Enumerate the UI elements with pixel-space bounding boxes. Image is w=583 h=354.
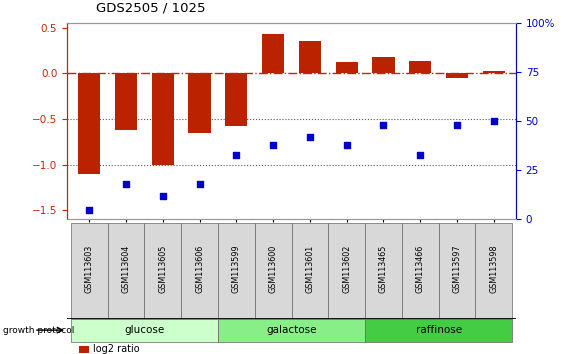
FancyBboxPatch shape [292,223,328,319]
Bar [373,57,395,73]
FancyBboxPatch shape [145,223,181,319]
Bar [409,61,431,73]
Bar [446,73,468,78]
Text: log2 ratio: log2 ratio [93,344,140,354]
FancyBboxPatch shape [402,223,438,319]
Bar [483,72,505,73]
Point [379,122,388,128]
Point [342,142,352,148]
FancyBboxPatch shape [181,223,218,319]
Text: growth protocol: growth protocol [3,326,74,335]
Point [85,207,94,212]
Point [268,142,278,148]
Text: GSM113601: GSM113601 [305,245,314,293]
Text: GSM113597: GSM113597 [452,245,462,293]
FancyBboxPatch shape [328,223,365,319]
Text: glucose: glucose [124,325,164,335]
FancyBboxPatch shape [365,223,402,319]
Bar [225,73,247,126]
Text: GSM113603: GSM113603 [85,245,94,293]
Bar [188,73,210,133]
Text: GSM113599: GSM113599 [232,245,241,293]
Bar [336,62,358,73]
Bar [78,73,100,174]
FancyBboxPatch shape [438,223,476,319]
Point [452,122,462,128]
Text: GSM113598: GSM113598 [489,245,498,293]
Point [305,134,315,140]
Bar [152,73,174,165]
Bar [115,73,137,130]
FancyBboxPatch shape [218,223,255,319]
FancyBboxPatch shape [71,319,218,342]
Text: GSM113604: GSM113604 [121,245,131,293]
FancyBboxPatch shape [218,319,365,342]
Text: GSM113600: GSM113600 [269,245,278,293]
Text: GSM113602: GSM113602 [342,245,351,293]
Point [158,193,167,199]
Point [231,152,241,158]
Text: GSM113606: GSM113606 [195,245,204,293]
Text: GSM113465: GSM113465 [379,245,388,293]
Text: GDS2505 / 1025: GDS2505 / 1025 [96,1,206,14]
FancyBboxPatch shape [365,319,512,342]
FancyBboxPatch shape [71,223,107,319]
FancyBboxPatch shape [255,223,292,319]
FancyBboxPatch shape [107,223,145,319]
Text: galactose: galactose [266,325,317,335]
Point [489,118,498,124]
FancyBboxPatch shape [476,223,512,319]
Bar [262,34,284,73]
Point [416,152,425,158]
Text: raffinose: raffinose [416,325,462,335]
Text: GSM113605: GSM113605 [158,245,167,293]
Text: GSM113466: GSM113466 [416,245,425,293]
Point [195,181,204,187]
Bar [299,41,321,73]
Point [121,181,131,187]
